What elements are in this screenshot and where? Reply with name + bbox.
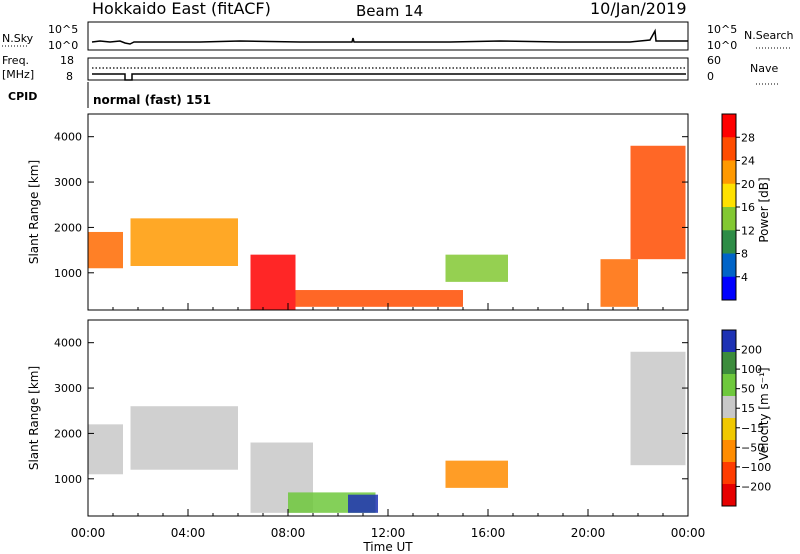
velocity-colorbar-label: Velocity [m s⁻¹]: [757, 367, 771, 460]
power-colorbar-tick: 20: [741, 178, 755, 191]
power-colorbar-tick: 12: [741, 224, 755, 237]
freq-panel: Freq. [MHz] 18 8 60 0 Nave: [2, 54, 780, 85]
power-colorbar-swatch: [722, 230, 736, 254]
power-ytick-label: 4000: [54, 131, 82, 144]
power-colorbar-swatch: [722, 253, 736, 278]
cpid-panel: CPID normal (fast) 151: [8, 82, 211, 108]
power-colorbar: 28 24 20 16 12 8 4: [721, 113, 755, 301]
velocity-colorbar-swatch: [722, 396, 736, 419]
velocity-colorbar-tick: −200: [741, 480, 771, 493]
velocity-colorbar-tick: 200: [741, 344, 762, 357]
velocity-colorbar-tick: −15: [741, 422, 764, 435]
power-colorbar-swatch: [722, 276, 736, 301]
velocity-colorbar-swatch: [722, 418, 736, 441]
power-region: [88, 231, 123, 269]
x-tick-label: 20:00: [571, 526, 606, 540]
beam-label: Beam 14: [356, 2, 423, 20]
nsky-panel: N.Sky 10^5 10^0 10^5 10^0 N.Search: [2, 21, 794, 52]
power-colorbar-tick: 8: [741, 248, 748, 261]
velocity-region: [445, 460, 508, 488]
velocity-colorbar-swatch: [722, 484, 736, 507]
velocity-region: [130, 406, 238, 470]
power-marks: [88, 145, 686, 310]
velocity-ytick-label: 1000: [54, 473, 82, 486]
x-tick-label: 00:00: [671, 526, 706, 540]
velocity-colorbar-tick: −50: [741, 441, 764, 454]
freq-tick-bottom: 8: [66, 70, 73, 83]
velocity-region: [348, 494, 378, 513]
velocity-colorbar-swatch: [722, 440, 736, 463]
power-ytick-label: 2000: [54, 221, 82, 234]
freq-unit: [MHz]: [2, 68, 34, 81]
power-colorbar-tick: 28: [741, 131, 755, 144]
velocity-colorbar-swatch: [722, 352, 736, 375]
power-colorbar-swatch: [722, 183, 736, 208]
nsearch-tick-top: 10^5: [707, 23, 737, 36]
power-colorbar-swatch: [722, 207, 736, 231]
nsky-tick-bottom: 10^0: [48, 39, 78, 52]
nsearch-label: N.Search: [744, 29, 794, 42]
nsky-trace: [91, 28, 688, 45]
velocity-colorbar-tick: −100: [741, 461, 771, 474]
velocity-colorbar: 200 100 50 15 −15 −50 −100 −200: [721, 329, 771, 507]
power-region: [630, 145, 686, 260]
x-tick-label: 00:00: [71, 526, 106, 540]
velocity-ytick-label: 4000: [54, 337, 82, 350]
x-tick-label: 08:00: [271, 526, 306, 540]
nave-tick-top: 60: [707, 54, 721, 67]
power-colorbar-label: Power [dB]: [757, 177, 771, 242]
nave-tick-bottom: 0: [707, 70, 714, 83]
x-tick-label: 12:00: [371, 526, 406, 540]
date-label: 10/Jan/2019: [590, 0, 687, 18]
nsearch-tick-bottom: 10^0: [707, 39, 737, 52]
power-colorbar-swatch: [722, 137, 736, 161]
velocity-ytick-label: 3000: [54, 382, 82, 395]
velocity-marks: [88, 351, 686, 513]
velocity-region: [630, 351, 686, 466]
power-region: [600, 259, 638, 307]
velocity-colorbar-swatch: [722, 374, 736, 397]
power-region: [130, 218, 238, 266]
power-region: [445, 254, 508, 282]
velocity-region: [88, 424, 123, 475]
nsky-label: N.Sky: [2, 32, 34, 45]
power-region: [295, 290, 463, 307]
velocity-colorbar-tick: 15: [741, 402, 755, 415]
power-colorbar-swatch: [722, 114, 736, 138]
x-axis-label: Time UT: [362, 540, 413, 554]
power-colorbar-tick: 24: [741, 155, 755, 168]
velocity-panel: 4000 3000 2000 1000 00:00 04:00 08:00 12:00 16:…: [27, 319, 771, 554]
cpid-value: normal (fast) 151: [93, 93, 211, 107]
velocity-ylabel: Slant Range [km]: [27, 366, 41, 470]
freq-trace: [92, 73, 686, 81]
power-colorbar-tick: 4: [741, 271, 748, 284]
station-title: Hokkaido East (fitACF): [92, 0, 271, 18]
velocity-colorbar-tick: 50: [741, 383, 755, 396]
nsky-tick-top: 10^5: [48, 23, 78, 36]
x-tick-label: 04:00: [171, 526, 206, 540]
velocity-ytick-label: 2000: [54, 427, 82, 440]
power-ylabel: Slant Range [km]: [27, 160, 41, 264]
power-panel: 4000 3000 2000 1000 Slant Range [km] 28 24 20…: [27, 113, 771, 311]
power-ytick-label: 3000: [54, 176, 82, 189]
velocity-colorbar-swatch: [722, 462, 736, 485]
freq-tick-top: 18: [60, 54, 74, 67]
velocity-colorbar-tick: 100: [741, 363, 762, 376]
velocity-colorbar-swatch: [722, 330, 736, 353]
nave-label: Nave: [750, 62, 778, 75]
freq-label: Freq.: [2, 54, 29, 67]
power-region: [250, 254, 296, 310]
x-tick-label: 16:00: [471, 526, 506, 540]
power-ytick-label: 1000: [54, 267, 82, 280]
power-colorbar-swatch: [722, 160, 736, 185]
power-colorbar-tick: 16: [741, 201, 755, 214]
cpid-label: CPID: [8, 90, 37, 103]
